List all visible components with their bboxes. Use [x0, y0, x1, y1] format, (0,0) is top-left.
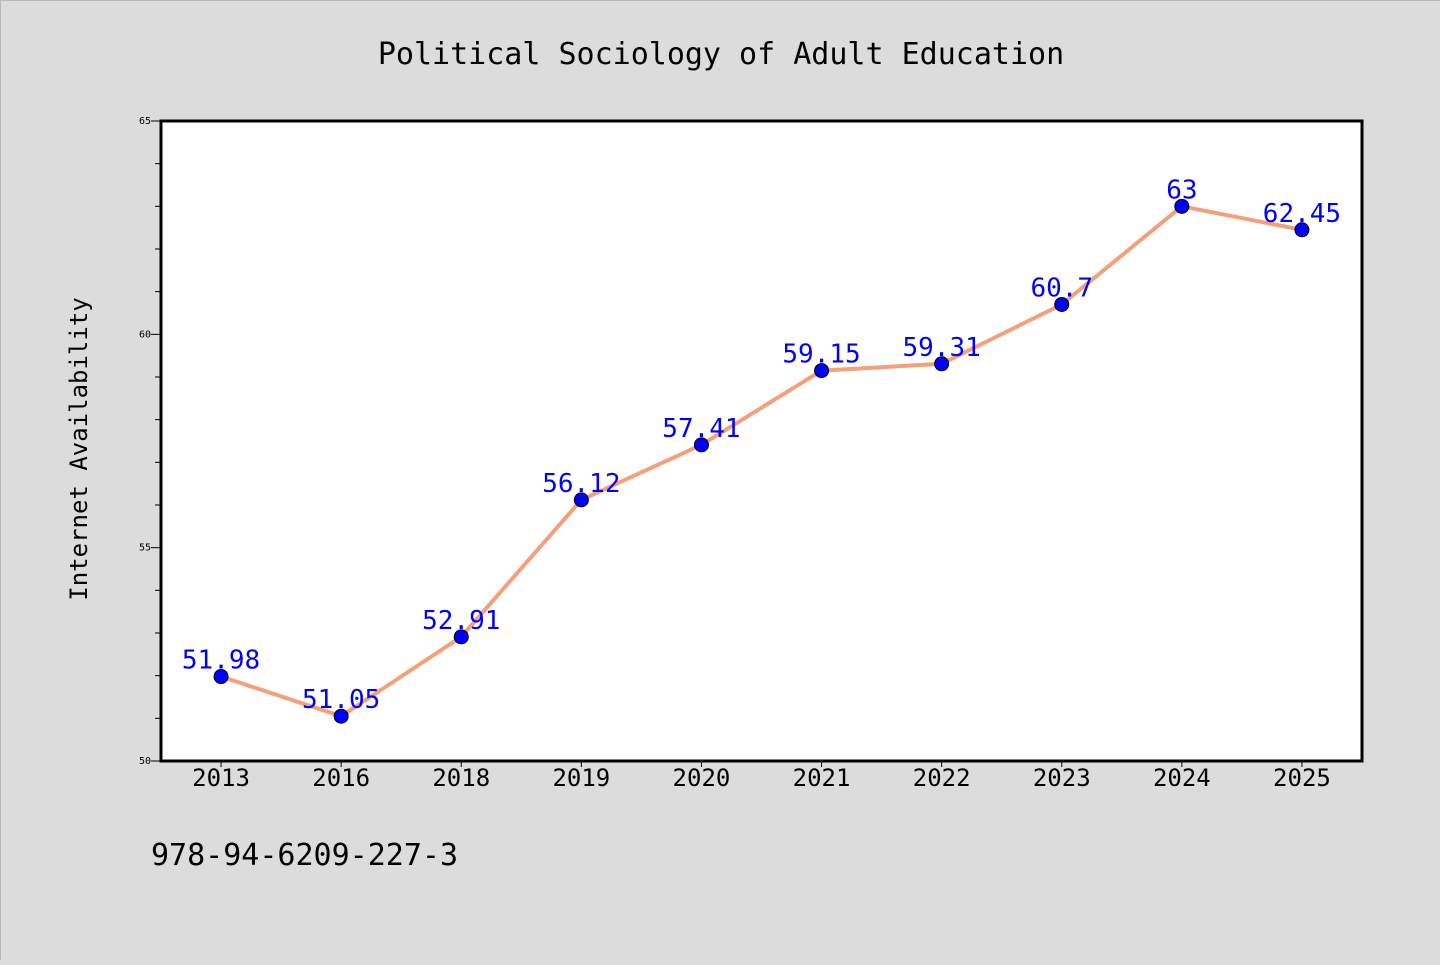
data-label: 56.12	[542, 469, 620, 499]
x-tick-label: 2020	[673, 764, 731, 792]
data-label: 60.7	[1030, 273, 1093, 303]
x-tick-label: 2025	[1273, 764, 1331, 792]
x-tick-label: 2019	[552, 764, 610, 792]
data-point-marker	[693, 437, 709, 453]
y-axis-label: Internet Availability	[65, 297, 93, 600]
x-tick-label: 2018	[432, 764, 490, 792]
data-label: 57.41	[662, 414, 740, 444]
x-axis: 2013 2016 2018 2019 2020 2021 2022 2023 2024 2025	[192, 761, 1331, 792]
y-tick-label: 55	[139, 543, 151, 554]
y-tick-label: 65	[139, 116, 151, 127]
data-point-marker	[1174, 198, 1190, 214]
footer-identifier: 978-94-6209-227-3	[151, 838, 458, 873]
data-point-marker	[1054, 296, 1070, 312]
x-tick-label: 2016	[312, 764, 370, 792]
data-point-marker	[934, 356, 950, 372]
chart-title: Political Sociology of Adult Education	[378, 37, 1064, 72]
x-tick-label: 2022	[913, 764, 971, 792]
data-label: 63	[1166, 175, 1197, 205]
x-tick-label: 2023	[1033, 764, 1091, 792]
plot-area	[161, 121, 1362, 761]
plot-frame	[159, 119, 1364, 763]
data-label: 62.45	[1263, 199, 1341, 229]
data-label: 51.05	[302, 685, 380, 715]
data-label: 52.91	[422, 606, 500, 636]
y-tick-label: 50	[139, 756, 151, 767]
data-point-marker	[453, 629, 469, 645]
x-tick-label: 2013	[192, 764, 250, 792]
data-label: 51.98	[182, 646, 260, 676]
y-axis: 50 55 60 65	[139, 116, 161, 767]
data-point-marker	[213, 669, 229, 685]
data-label: 59.15	[782, 340, 860, 370]
series-line	[219, 204, 1304, 719]
x-tick-label: 2024	[1153, 764, 1211, 792]
data-point-marker	[814, 363, 830, 379]
x-tick-label: 2021	[793, 764, 851, 792]
data-series: 51.98 51.05 52.91 56.12 57.41 59.15 59.31 60.7 6…	[182, 175, 1341, 724]
data-label: 59.31	[903, 333, 981, 363]
data-point-marker	[573, 492, 589, 508]
data-point-marker	[1294, 222, 1310, 238]
y-tick-label: 60	[139, 329, 151, 340]
data-point-marker	[333, 708, 349, 724]
